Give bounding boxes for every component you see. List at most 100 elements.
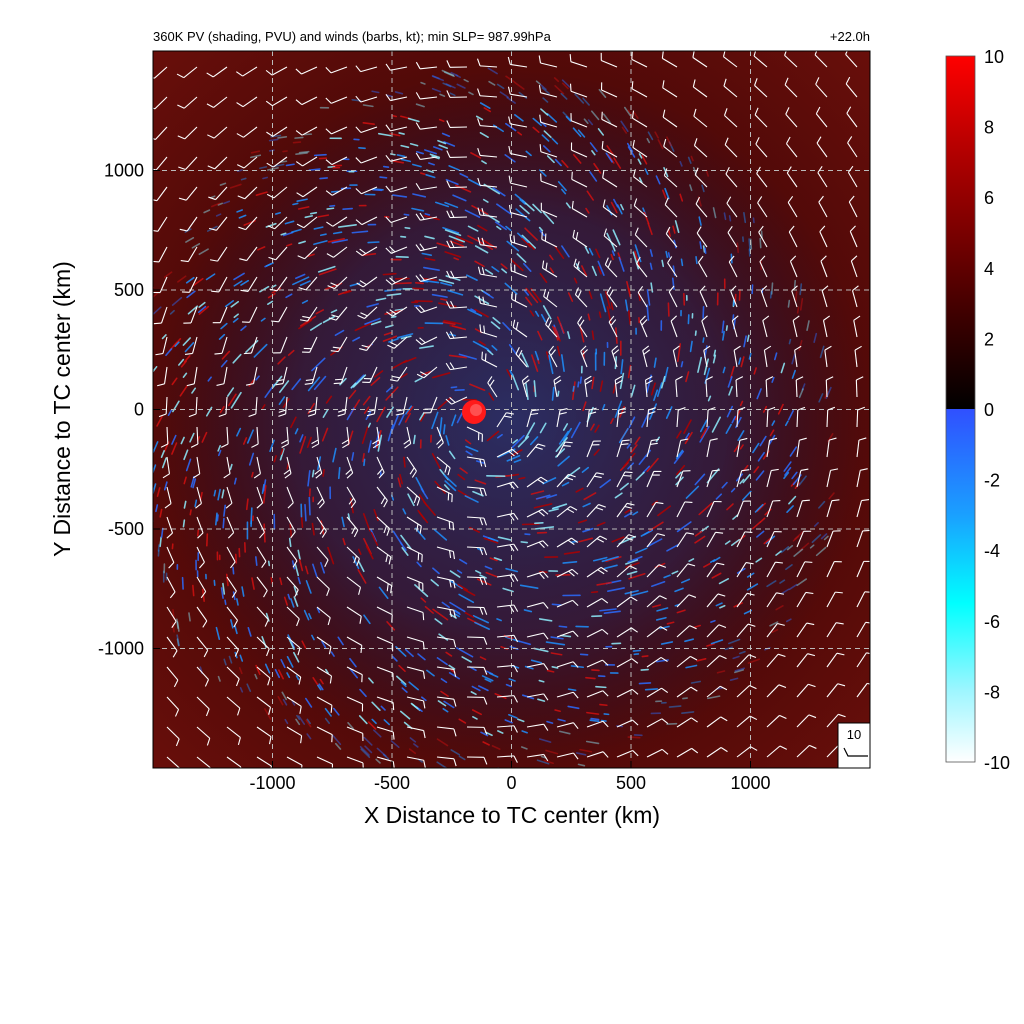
pv-streak — [676, 609, 686, 614]
pv-streak — [484, 268, 494, 275]
wind-barb — [406, 696, 426, 709]
wind-barb — [238, 216, 258, 231]
wind-barb — [826, 530, 841, 548]
wind-barb — [226, 756, 242, 768]
pv-streak — [456, 647, 474, 658]
pv-streak — [657, 505, 671, 517]
wind-barb — [166, 696, 180, 717]
pv-streak — [684, 431, 693, 445]
pv-streak — [367, 721, 377, 730]
pv-streak — [424, 257, 436, 261]
pv-streak — [431, 411, 439, 430]
wind-barb — [316, 606, 331, 626]
pv-streak — [594, 424, 600, 433]
pv-streak — [229, 463, 233, 471]
wind-barb — [325, 156, 348, 166]
wind-barb — [214, 336, 228, 355]
wind-barb — [796, 468, 809, 488]
pv-streak — [373, 370, 384, 378]
pv-streak — [823, 535, 829, 541]
pv-streak — [371, 90, 380, 94]
pv-streak — [337, 467, 341, 480]
wind-barb — [725, 167, 738, 188]
pv-streak — [611, 250, 616, 257]
pv-streak — [693, 624, 701, 629]
wind-barb — [526, 753, 549, 762]
pv-streak — [234, 553, 238, 564]
wind-barb — [526, 663, 549, 671]
pv-streak — [386, 292, 402, 297]
pv-streak — [296, 198, 308, 203]
pv-streak — [349, 657, 357, 668]
pv-streak — [530, 659, 543, 664]
pv-streak — [505, 683, 512, 688]
wind-barb — [406, 576, 424, 592]
pv-streak — [610, 201, 618, 214]
pv-streak — [426, 669, 435, 677]
pv-streak — [640, 529, 653, 537]
pv-streak — [417, 653, 426, 661]
pv-streak — [449, 92, 456, 97]
wind-barb — [580, 345, 588, 368]
wind-barb — [663, 168, 678, 188]
wind-barb — [436, 726, 457, 737]
pv-streak — [299, 280, 311, 287]
pv-streak — [698, 216, 702, 226]
wind-barb — [639, 315, 648, 338]
pv-streak — [384, 288, 402, 292]
pv-streak — [732, 655, 740, 660]
pv-streak — [724, 540, 731, 545]
pv-streak — [382, 272, 397, 276]
wind-barb — [792, 315, 800, 338]
pv-streak — [610, 302, 614, 311]
pv-streak — [794, 291, 798, 302]
wind-barb — [644, 375, 653, 398]
pv-streak — [159, 536, 162, 548]
wind-barb — [162, 456, 171, 479]
pv-streak — [663, 574, 671, 579]
pv-streak — [306, 733, 312, 740]
pv-streak — [677, 343, 682, 362]
pv-streak — [597, 266, 602, 275]
pv-streak — [531, 354, 539, 372]
pv-streak — [548, 354, 554, 375]
pv-streak — [638, 682, 652, 685]
wind-barb — [415, 274, 438, 283]
pv-streak — [251, 577, 255, 590]
pv-streak — [317, 265, 336, 273]
wind-barb — [765, 376, 774, 398]
pv-streak — [290, 416, 297, 429]
wind-barb — [723, 108, 738, 128]
pv-streak — [359, 688, 367, 698]
pv-streak — [229, 183, 242, 189]
pv-streak — [766, 580, 777, 588]
wind-barb — [153, 306, 168, 325]
pv-streak — [685, 485, 700, 499]
pv-streak — [596, 521, 606, 527]
wind-barb — [157, 366, 168, 387]
pv-streak — [352, 556, 360, 570]
wind-barb — [856, 652, 870, 668]
pv-streak — [574, 93, 585, 104]
pv-streak — [274, 211, 282, 215]
pv-streak — [304, 565, 309, 575]
pv-streak — [400, 534, 412, 550]
wind-barb — [508, 204, 528, 218]
pv-streak — [442, 708, 449, 713]
wind-barb — [676, 747, 699, 758]
wind-barb — [766, 531, 782, 548]
pv-streak — [367, 241, 380, 244]
wind-barb — [616, 407, 627, 428]
wind-barb — [706, 624, 727, 638]
pv-streak — [352, 374, 367, 388]
pv-streak — [528, 243, 535, 251]
pv-streak — [301, 299, 309, 304]
pv-streak — [530, 288, 542, 303]
wind-barb — [359, 336, 378, 351]
pv-streak — [117, 365, 121, 370]
wind-barb — [415, 152, 438, 160]
pv-streak — [515, 208, 531, 222]
pv-streak — [467, 235, 480, 243]
pv-streak — [239, 687, 244, 693]
pv-streak — [488, 392, 495, 401]
